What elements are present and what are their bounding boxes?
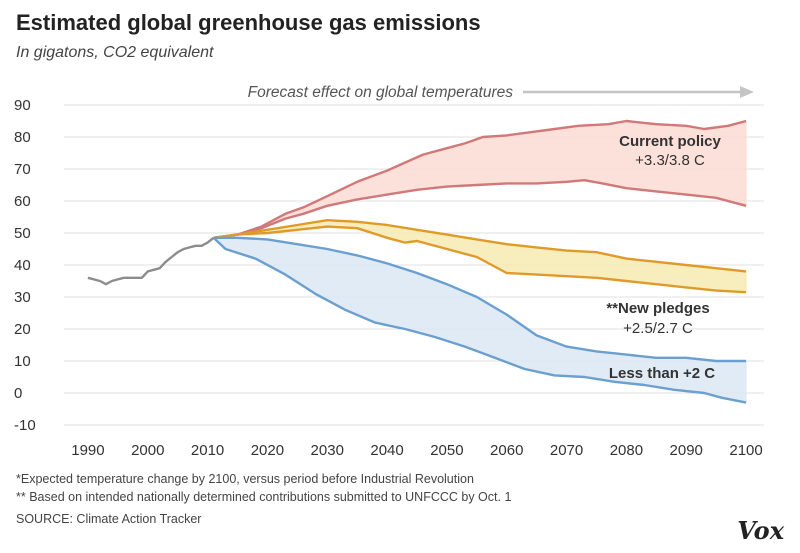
y-tick-label: 90: [14, 97, 31, 114]
y-tick-label: 0: [14, 385, 22, 402]
forecast-arrow-head: [740, 86, 754, 98]
scenario-bands: [213, 121, 747, 403]
series-labels: Current policy +3.3/3.8 C **New pledges +2.…: [606, 133, 721, 382]
new-pledges-lower-line: [213, 225, 747, 294]
below-2c-upper-line: [213, 236, 747, 363]
x-tick-label: 1990: [71, 442, 104, 459]
y-tick-label: -10: [14, 417, 36, 434]
forecast-label: Forecast effect on global temperatures: [248, 84, 514, 101]
x-tick-label: 2000: [131, 442, 164, 459]
y-tick-label: 10: [14, 353, 31, 370]
x-tick-label: 2020: [251, 442, 284, 459]
x-tick-label: 2100: [729, 442, 762, 459]
below-2c-band: [213, 237, 747, 403]
vox-logo: Vox: [737, 516, 784, 545]
forecast-annotation: Forecast effect on global temperatures: [248, 84, 754, 101]
y-tick-label: 60: [14, 193, 31, 210]
x-tick-label: 2070: [550, 442, 583, 459]
footnote-pledges: ** Based on intended nationally determin…: [16, 490, 512, 504]
historical-line: [87, 236, 215, 286]
below-2c-lower-line: [212, 236, 747, 404]
new-pledges-band: [213, 220, 747, 293]
current-policy-lower-line: [213, 178, 747, 239]
chart-subtitle: In gigatons, CO2 equivalent: [16, 44, 214, 61]
current-policy-band: [213, 121, 747, 238]
y-tick-label: 50: [14, 225, 31, 242]
x-tick-label: 2060: [490, 442, 523, 459]
x-tick-label: 2090: [670, 442, 703, 459]
below-2c-label: Less than +2 C: [609, 365, 715, 382]
x-tick-label: 2030: [311, 442, 344, 459]
x-tick-label: 2010: [191, 442, 224, 459]
current-policy-label: Current policy: [619, 133, 721, 150]
y-tick-label: 80: [14, 129, 31, 146]
chart-title: Estimated global greenhouse gas emission…: [16, 10, 481, 35]
x-tick-label: 2080: [610, 442, 643, 459]
new-pledges-temperature-label: +2.5/2.7 C: [623, 320, 693, 337]
current-policy-temperature-label: +3.3/3.8 C: [635, 152, 705, 169]
new-pledges-label: **New pledges: [606, 300, 709, 317]
y-tick-label: 30: [14, 289, 31, 306]
x-tick-label: 2050: [430, 442, 463, 459]
current-policy-upper-line: [213, 119, 747, 239]
y-tick-label: 20: [14, 321, 31, 338]
source-note: SOURCE: Climate Action Tracker: [16, 512, 202, 526]
y-tick-label: 70: [14, 161, 31, 178]
new-pledges-upper-line: [213, 218, 747, 273]
x-tick-label: 2040: [370, 442, 403, 459]
y-tick-label: 40: [14, 257, 31, 274]
footnote-temperature: *Expected temperature change by 2100, ve…: [16, 472, 474, 486]
series-lines: [87, 119, 747, 404]
